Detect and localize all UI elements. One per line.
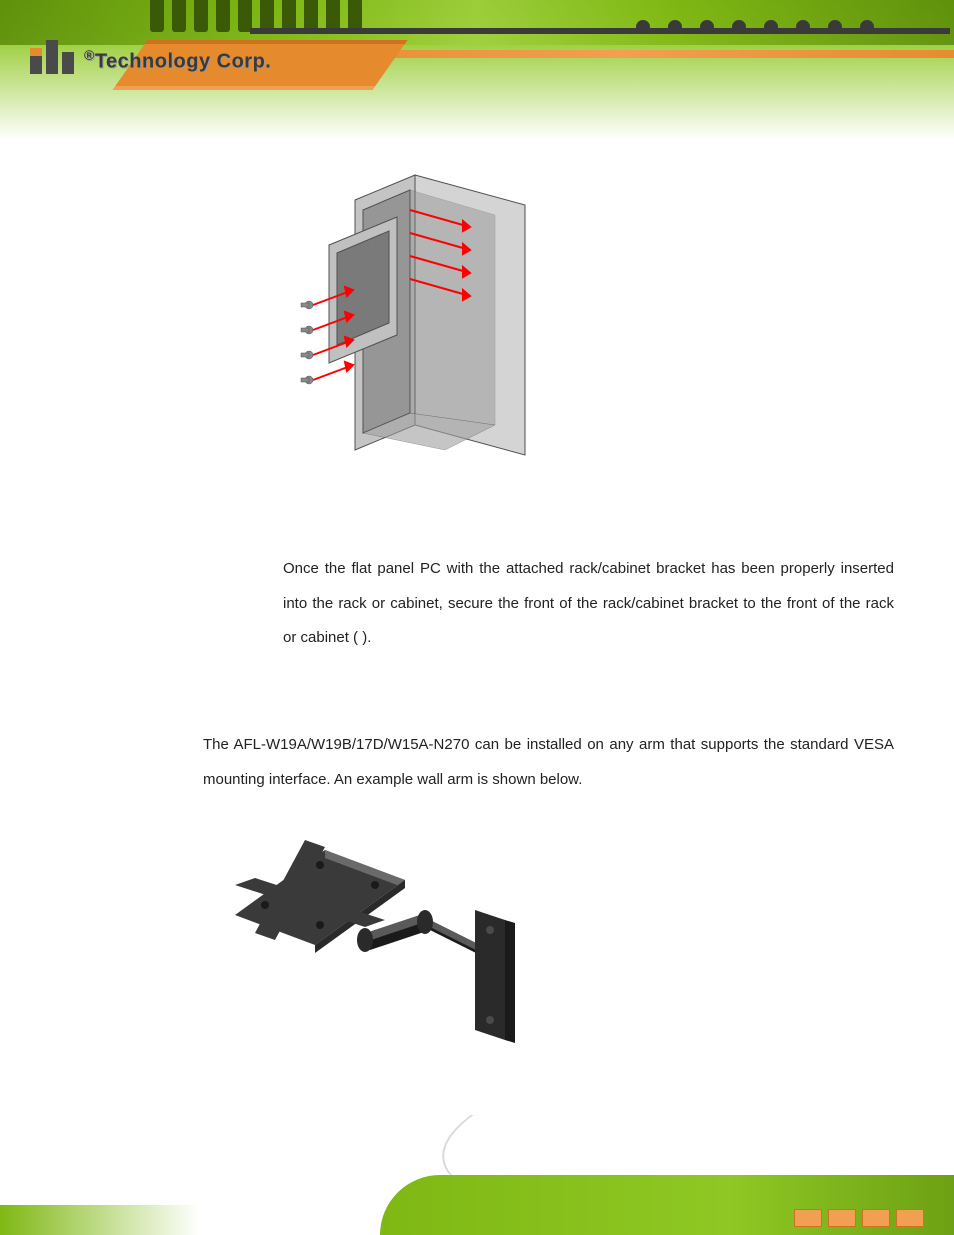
logo-company-name: Technology Corp. — [95, 51, 272, 73]
arm-mount-description: The AFL-W19A/W19B/17D/W15A-N270 can be i… — [203, 728, 894, 797]
company-logo: ®Technology Corp. — [30, 40, 271, 74]
footer-chips-decor — [794, 1209, 924, 1227]
page-header: ®Technology Corp. — [0, 0, 954, 140]
installation-step-text: Once the flat panel PC with the attached… — [203, 552, 894, 656]
logo-text: ®Technology Corp. — [84, 47, 271, 74]
cabinet-installation-diagram — [295, 155, 555, 485]
logo-icon — [30, 40, 74, 74]
header-dark-bar — [250, 28, 950, 34]
header-pins-decor — [150, 0, 550, 40]
page-footer — [0, 1115, 954, 1235]
footer-left-strip — [0, 1205, 200, 1235]
registered-mark: ® — [84, 47, 95, 63]
wall-arm-diagram — [220, 815, 540, 1075]
